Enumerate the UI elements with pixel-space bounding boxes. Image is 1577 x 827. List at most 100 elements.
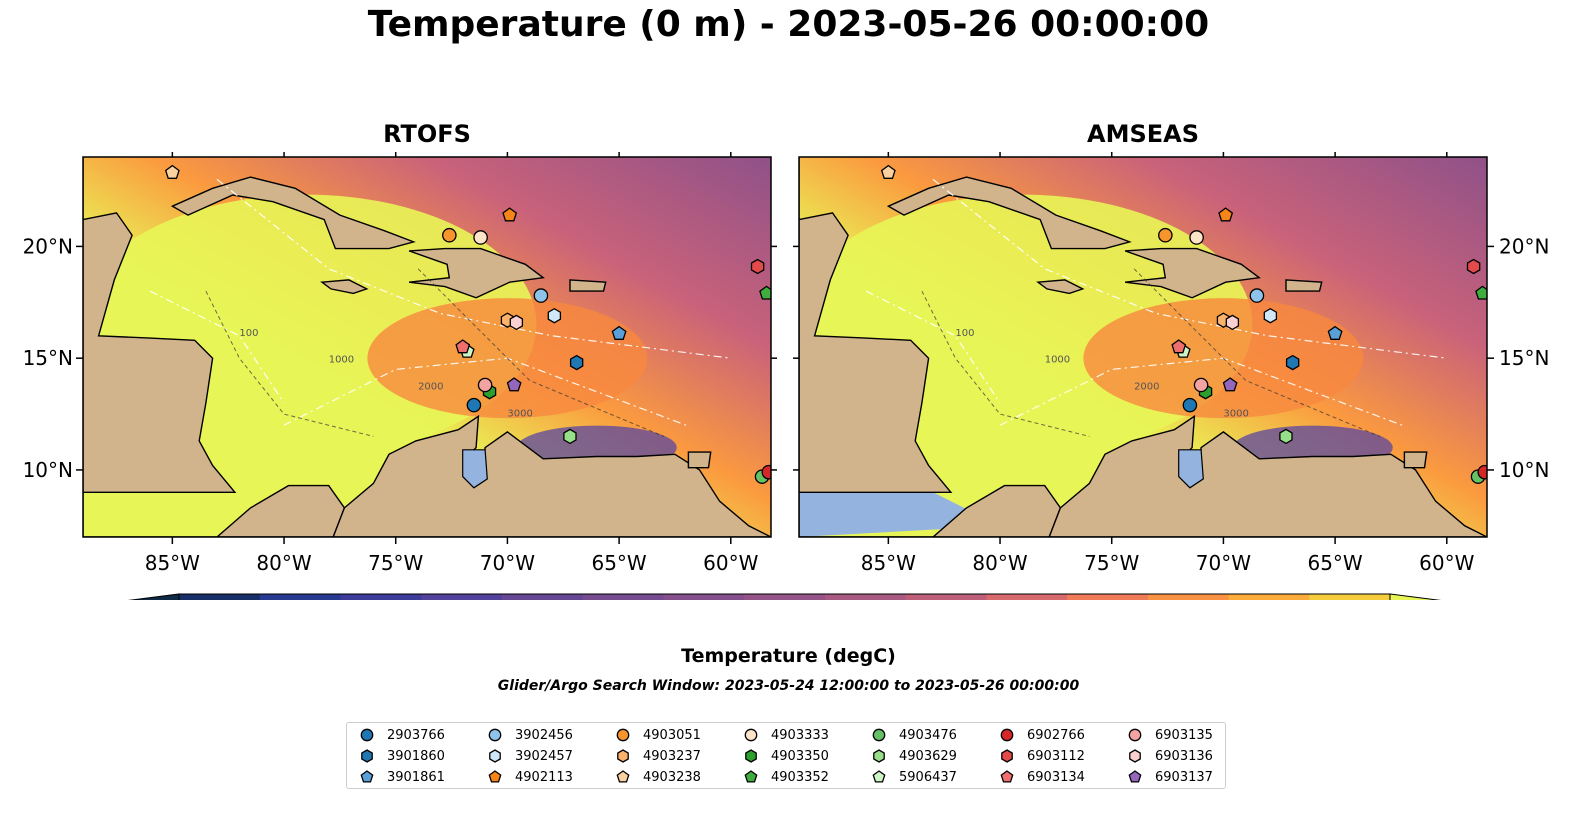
lon-tick-label: 75°W <box>368 551 423 575</box>
colorbar-swatch <box>905 594 987 600</box>
circle-marker-icon <box>616 728 630 742</box>
legend-item-4903350: 4903350 <box>743 746 829 766</box>
legend-item-5906437: 5906437 <box>871 767 957 787</box>
panel-title-amseas: AMSEAS <box>1087 120 1199 148</box>
float-marker-3901861[interactable] <box>611 325 627 340</box>
float-marker-4903333[interactable] <box>473 230 488 245</box>
float-marker-3902456[interactable] <box>533 288 549 303</box>
land-polygon <box>1048 414 1487 537</box>
float-marker-4903333[interactable] <box>1189 230 1204 245</box>
contour-label: 1000 <box>329 355 354 366</box>
lake-maracaibo <box>1178 449 1204 489</box>
colorbar-swatch <box>663 594 745 600</box>
float-marker-4902113[interactable] <box>502 207 518 222</box>
colorbar-label: Temperature (degC) <box>681 645 896 667</box>
boundary-line <box>216 178 731 359</box>
float-marker-3901860[interactable] <box>569 354 584 371</box>
boundary-line <box>999 357 1403 426</box>
legend-label: 4903352 <box>771 769 829 785</box>
colorbar-extend-low <box>127 593 180 600</box>
legend-item-3901861: 3901861 <box>359 767 445 787</box>
float-marker-3901861[interactable] <box>1327 325 1343 340</box>
legend-label: 6903135 <box>1155 727 1213 743</box>
pentagon-marker-icon <box>744 770 758 783</box>
float-marker-6903135[interactable] <box>1193 377 1209 393</box>
circle-marker-icon <box>744 728 758 742</box>
float-marker-4903629[interactable] <box>563 428 577 445</box>
legend-item-6903137: 6903137 <box>1127 767 1213 787</box>
map-panel-amseas: 100 1000 2000 3000 85°W 80°W 75°W 70°W 65°W 60°W 2… <box>793 152 1549 575</box>
float-marker-6902766[interactable] <box>1477 464 1491 480</box>
float-marker-6903136[interactable] <box>509 314 524 331</box>
float-marker-4903238[interactable] <box>880 164 896 179</box>
land-polygon <box>1036 279 1085 295</box>
lake-maracaibo <box>462 449 488 489</box>
colorbar-swatch <box>1309 594 1391 600</box>
circle-marker-icon <box>1000 728 1014 742</box>
hexagon-marker-icon <box>361 749 373 763</box>
pentagon-marker-icon <box>1000 770 1014 783</box>
legend-label: 4902113 <box>515 769 573 785</box>
colorbar-extend-high <box>1389 593 1442 600</box>
float-marker-6903136[interactable] <box>1225 314 1240 331</box>
legend-label: 6903112 <box>1027 748 1085 764</box>
float-marker-4902113[interactable] <box>1218 207 1234 222</box>
colorbar-swatch <box>582 594 664 600</box>
float-marker-3902457[interactable] <box>547 307 562 324</box>
map-panels: 100 1000 2000 3000 85°W 80°W 75°W 70°W 65°W 60°W 2… <box>23 152 1549 600</box>
float-marker-4903352[interactable] <box>759 285 773 300</box>
float-marker-3902456[interactable] <box>1249 288 1265 303</box>
pentagon-marker-icon <box>616 770 630 783</box>
lat-tick-label: 20°N <box>23 234 73 258</box>
land-polygon <box>83 157 346 537</box>
float-marker-4903238[interactable] <box>164 164 180 179</box>
lon-tick-label: 85°W <box>861 551 916 575</box>
float-marker-4903051[interactable] <box>1158 227 1173 243</box>
float-marker-3901860[interactable] <box>1285 354 1300 371</box>
hexagon-marker-icon <box>873 749 885 763</box>
colorbar-swatch <box>421 594 503 600</box>
colorbar-swatch <box>1147 594 1230 600</box>
bathymetry-contour <box>205 290 374 437</box>
hexagon-marker-icon <box>489 749 501 763</box>
float-marker-2903766[interactable] <box>466 397 482 413</box>
colorbar-swatch <box>179 594 261 600</box>
circle-marker-icon <box>1128 728 1142 742</box>
colorbar-swatch <box>986 594 1068 600</box>
colorbar-swatch <box>1228 594 1310 600</box>
float-marker-4903352[interactable] <box>1475 285 1489 300</box>
land-polygon <box>408 247 545 299</box>
float-marker-3902457[interactable] <box>1263 307 1278 324</box>
float-marker-4903051[interactable] <box>442 227 457 243</box>
float-marker-6903137[interactable] <box>1222 377 1238 392</box>
float-marker-6903137[interactable] <box>506 377 522 392</box>
pentagon-marker-icon <box>360 770 374 783</box>
float-marker-6903134[interactable] <box>455 339 471 354</box>
float-marker-6902766[interactable] <box>761 464 775 480</box>
legend-item-6903136: 6903136 <box>1127 746 1213 766</box>
legend-item-4903237: 4903237 <box>615 746 701 766</box>
contour-label: 2000 <box>418 381 443 392</box>
lat-tick-label: 10°N <box>1499 458 1549 482</box>
lon-tick-label: 80°W <box>972 551 1027 575</box>
lon-tick-label: 85°W <box>145 551 200 575</box>
legend-label: 4903629 <box>899 748 957 764</box>
float-marker-2903766[interactable] <box>1182 397 1198 413</box>
legend-label: 4903238 <box>643 769 701 785</box>
float-marker-6903135[interactable] <box>477 377 493 393</box>
float-marker-6903112[interactable] <box>1466 258 1481 275</box>
float-marker-6903134[interactable] <box>1171 339 1187 354</box>
land-polygon <box>1403 451 1428 469</box>
land-polygon <box>320 279 369 295</box>
colorbar-swatch <box>259 594 341 600</box>
lon-tick-label: 65°W <box>591 551 646 575</box>
float-legend: 2903766 3901860 3901861 3902456 3902457 49021… <box>346 722 1226 789</box>
lon-tick-label: 70°W <box>1196 551 1251 575</box>
land-polygon <box>886 176 1132 250</box>
float-marker-6903112[interactable] <box>750 258 765 275</box>
contour-label: 100 <box>955 328 974 339</box>
legend-label: 4903476 <box>899 727 957 743</box>
legend-item-3901860: 3901860 <box>359 746 445 766</box>
lon-tick-label: 70°W <box>480 551 535 575</box>
float-marker-4903629[interactable] <box>1279 428 1293 445</box>
